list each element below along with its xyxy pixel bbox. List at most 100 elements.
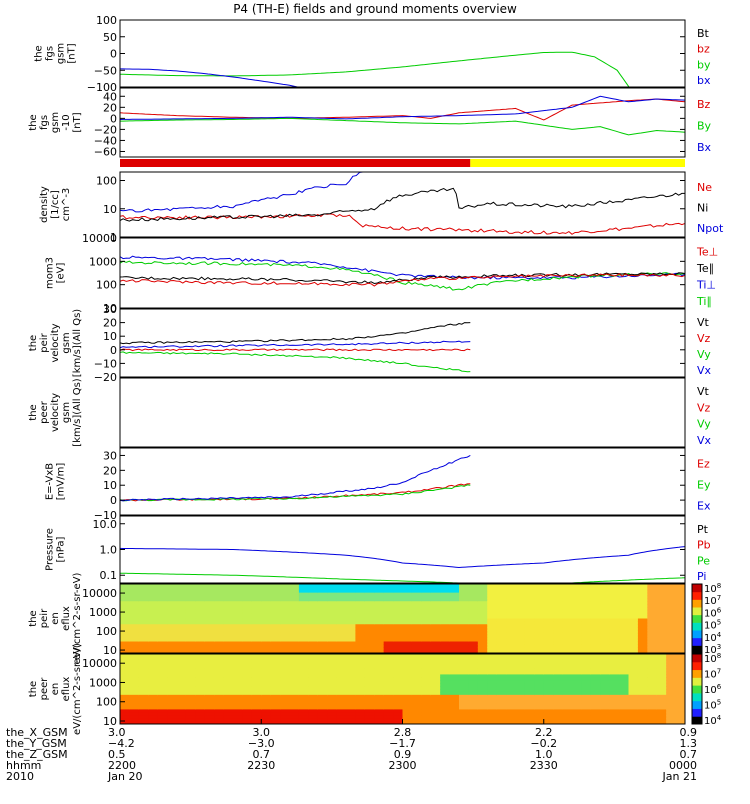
spectrogram-cell <box>487 644 498 648</box>
spectrogram-cell <box>449 624 460 628</box>
spectrogram-cell <box>553 654 564 658</box>
spectrogram-cell <box>204 598 215 602</box>
legend-Ti⊥: Ti⊥ <box>696 278 716 291</box>
spectrogram-cell <box>600 674 611 678</box>
spectrogram-cell <box>233 615 244 620</box>
spectrogram-cell <box>543 674 554 678</box>
spectrogram-cell <box>666 706 677 711</box>
spectrogram-cell <box>506 627 517 631</box>
spectrogram-cell <box>298 624 309 628</box>
spectrogram-cell <box>233 683 244 687</box>
spectrogram-cell <box>619 604 630 608</box>
spectrogram-cell <box>656 721 667 724</box>
spectrogram-cell <box>195 624 206 628</box>
spectrogram-cell <box>185 712 196 716</box>
spectrogram-cell <box>449 644 460 648</box>
spectrogram-cell <box>459 689 470 693</box>
y-tick-label: −50 <box>94 64 117 77</box>
spectrogram-cell <box>355 689 366 693</box>
spectrogram-cell <box>440 592 451 597</box>
spectrogram-cell <box>308 697 319 702</box>
spectrogram-cell <box>666 689 677 693</box>
spectrogram-cell <box>242 604 253 608</box>
spectrogram-cell <box>138 638 149 643</box>
spectrogram-cell <box>411 586 422 591</box>
spectrogram-cell <box>242 665 253 670</box>
spectrogram-cell <box>619 615 630 620</box>
spectrogram-cell <box>543 689 554 693</box>
spectrogram-cell <box>120 627 131 631</box>
spectrogram-cell <box>402 584 413 588</box>
spectrogram-cell <box>317 668 328 673</box>
spectrogram-cell <box>477 624 488 628</box>
spectrogram-cell <box>449 641 460 645</box>
spectrogram-cell <box>317 650 328 653</box>
spectrogram-cell <box>327 694 338 699</box>
spectrogram-cell <box>336 607 347 611</box>
spectrogram-cell <box>317 689 328 693</box>
spectrogram-cell <box>609 598 620 602</box>
panel-frame <box>119 237 686 309</box>
spectrogram-cell <box>317 665 328 670</box>
spectrogram-cell <box>402 665 413 670</box>
spectrogram-cell <box>317 674 328 678</box>
spectrogram-cell <box>421 703 432 708</box>
spectrogram-cell <box>185 662 196 667</box>
spectrogram-cell <box>515 598 526 602</box>
spectrogram-cell <box>562 604 573 608</box>
spectrogram-cell <box>440 601 451 605</box>
spectrogram-cell <box>609 612 620 617</box>
spectrogram-cell <box>477 721 488 724</box>
spectrogram-cell <box>214 612 225 617</box>
spectrogram-cell <box>383 592 394 597</box>
spectrogram-cell <box>609 694 620 699</box>
spectrogram-cell <box>581 612 592 617</box>
spectrogram-cell <box>308 700 319 705</box>
spectrogram-cell <box>261 638 272 643</box>
spectrogram-cell <box>609 650 620 653</box>
spectrogram-cell <box>590 656 601 661</box>
spectrogram-cell <box>411 630 422 634</box>
spectrogram-cell <box>120 715 131 719</box>
spectrogram-cell <box>167 712 178 716</box>
spectrogram-cell <box>496 689 507 693</box>
spectrogram-cell <box>223 644 234 648</box>
spectrogram-cell <box>628 632 639 637</box>
spectrogram-cell <box>261 615 272 620</box>
spectrogram-cell <box>251 674 262 678</box>
spectrogram-cell <box>553 601 564 605</box>
spectrogram-cell <box>572 624 583 628</box>
spectrogram-cell <box>317 718 328 722</box>
spectrogram-cell <box>449 595 460 599</box>
spectrogram-cell <box>157 712 168 716</box>
spectrogram-cell <box>543 715 554 719</box>
spectrogram-cell <box>534 627 545 631</box>
spectrogram-cell <box>129 686 140 690</box>
spectrogram-cell <box>675 604 685 608</box>
spectrogram-cell <box>308 595 319 599</box>
spectrogram-cell <box>270 627 281 631</box>
spectrogram-cell <box>120 659 131 664</box>
spectrogram-cell <box>524 615 535 620</box>
spectrogram-cell <box>543 650 554 653</box>
spectrogram-cell <box>487 706 498 711</box>
spectrogram-cell <box>308 656 319 661</box>
spectrogram-cell <box>468 671 479 676</box>
spectrogram-cell <box>374 612 385 617</box>
spectrogram-cell <box>628 706 639 711</box>
spectrogram-cell <box>430 601 441 605</box>
spectrogram-cell <box>468 656 479 661</box>
spectrogram-cell <box>411 680 422 684</box>
spectrogram-cell <box>430 686 441 690</box>
spectrogram-cell <box>204 601 215 605</box>
spectrogram-cell <box>138 680 149 684</box>
spectrogram-cell <box>430 694 441 699</box>
spectrogram-cell <box>515 654 526 658</box>
spectrogram-cell <box>468 638 479 643</box>
spectrogram-cell <box>449 680 460 684</box>
series-lines <box>120 51 630 87</box>
spectrogram-cell <box>346 624 357 628</box>
x-row-label: 2010 <box>6 770 34 783</box>
spectrogram-cell <box>176 638 187 643</box>
